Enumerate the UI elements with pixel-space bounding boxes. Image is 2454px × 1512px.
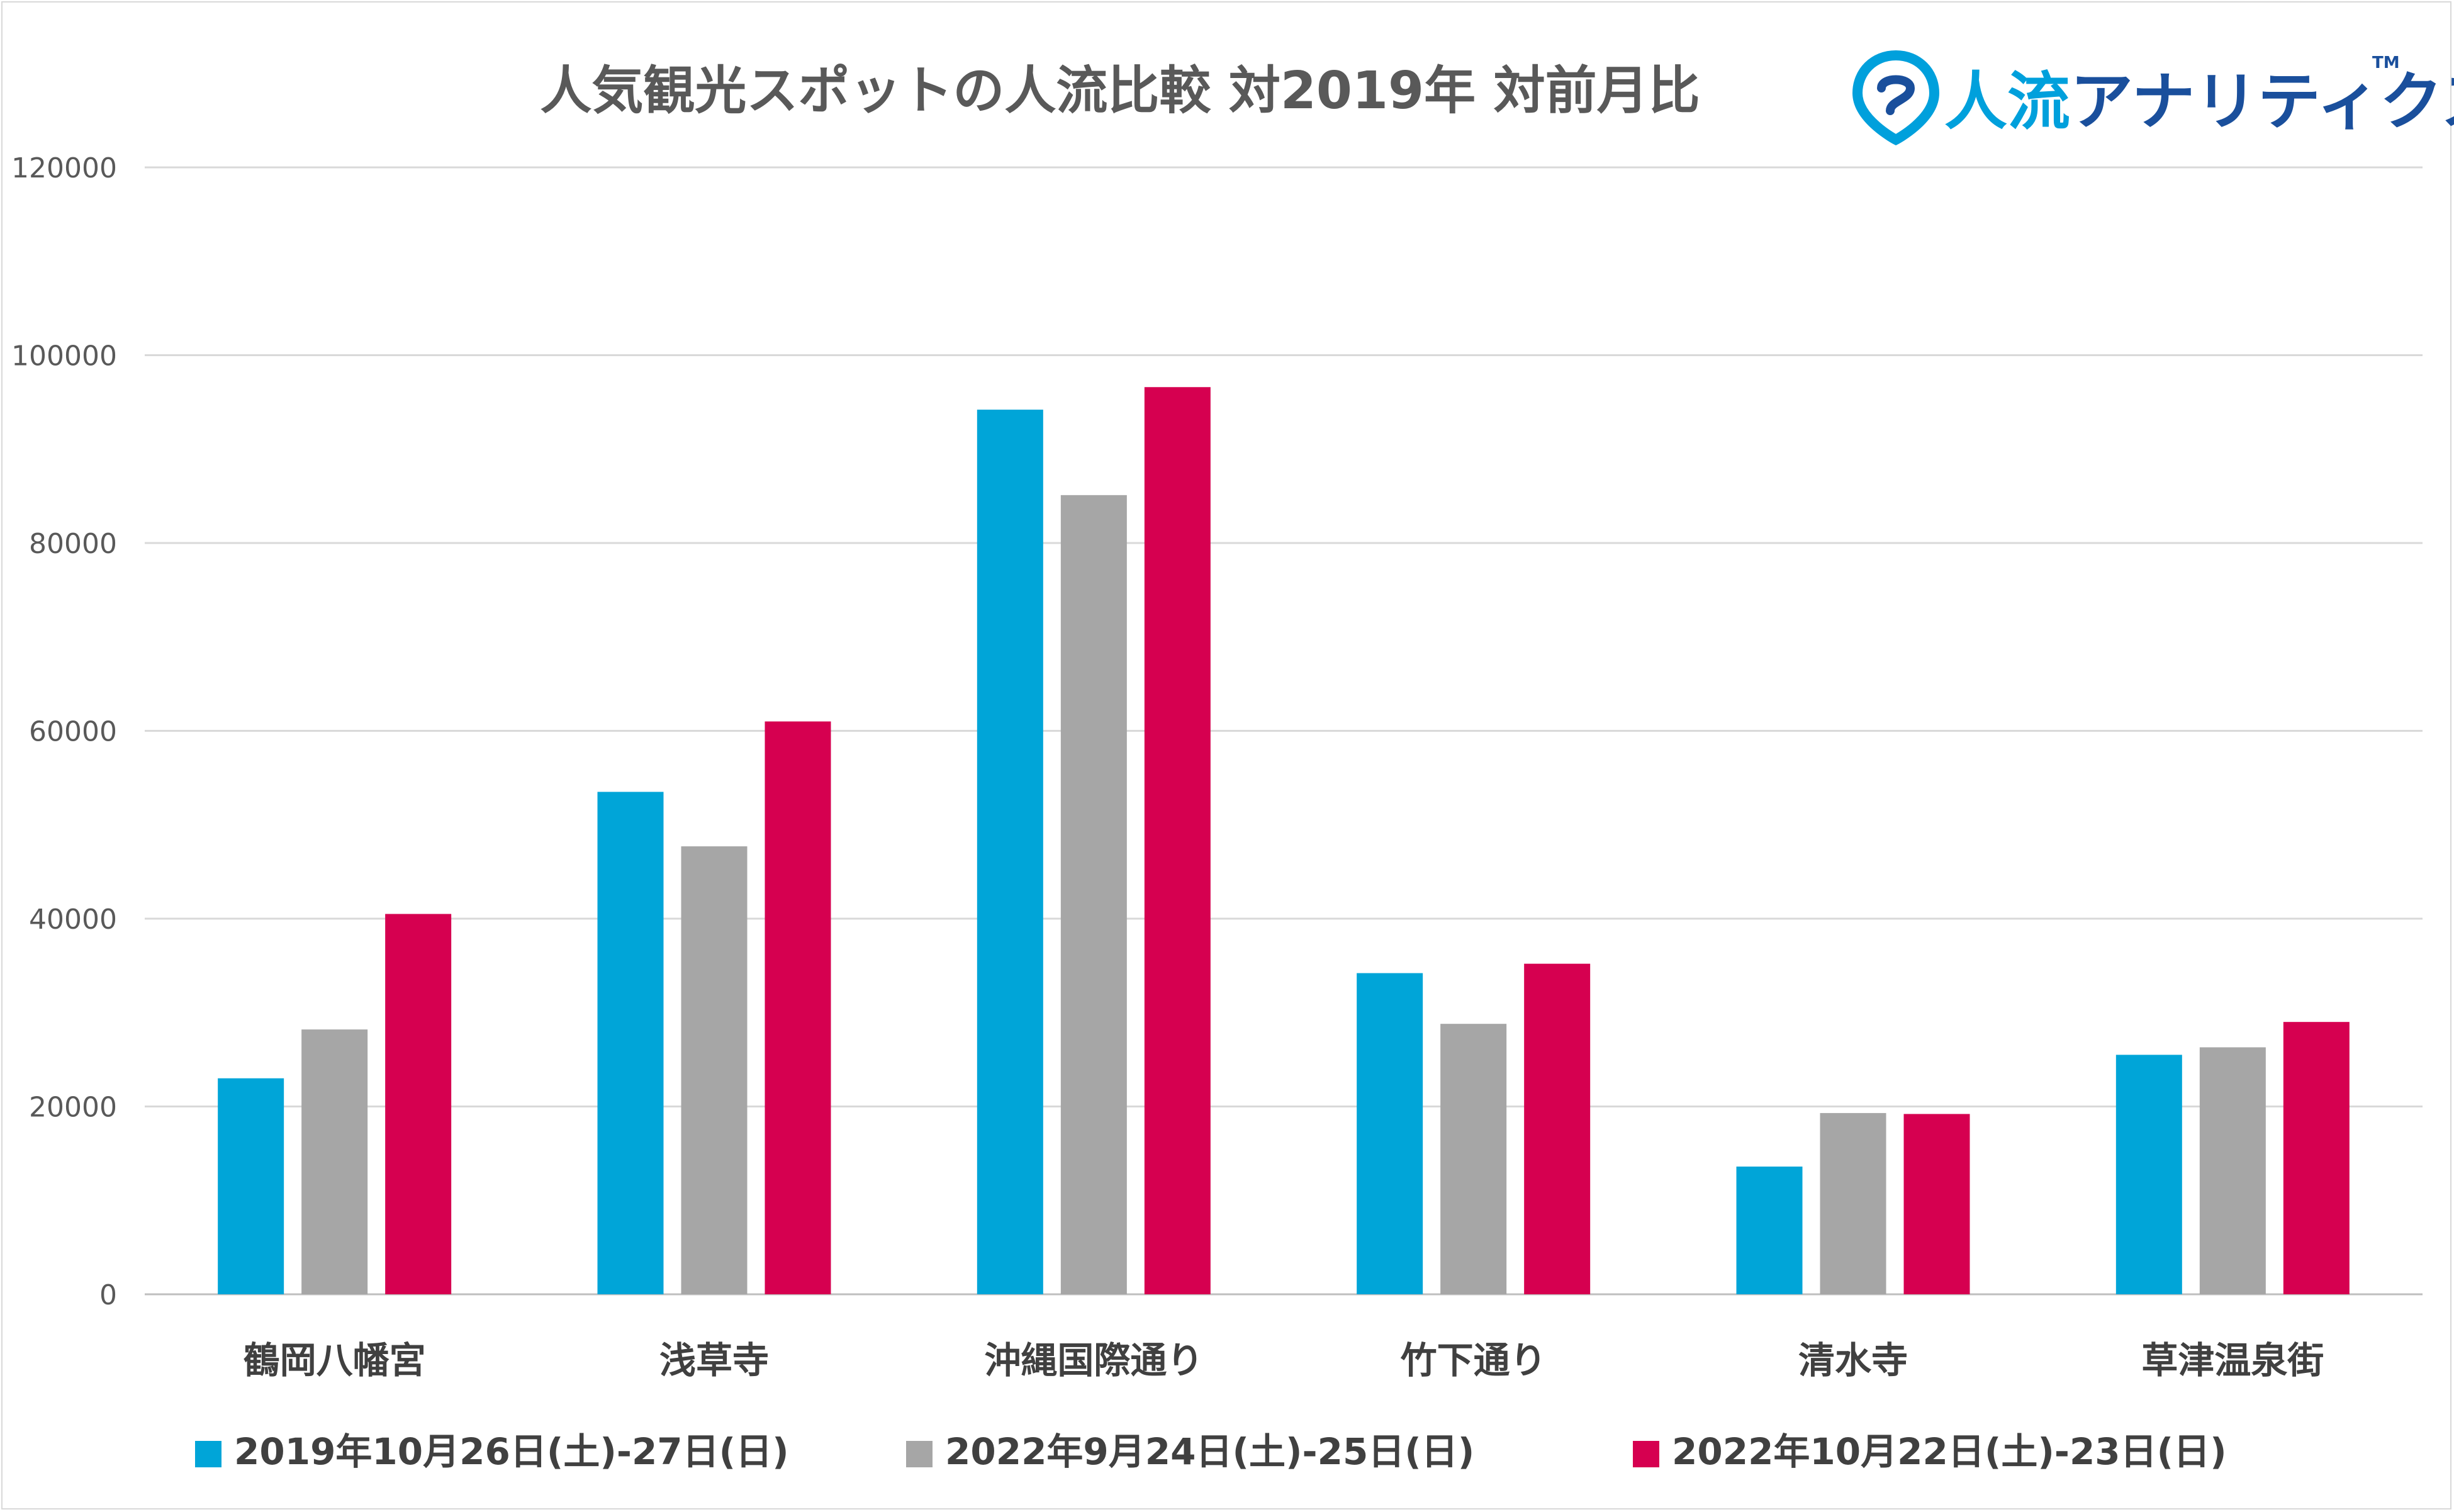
bar <box>1357 973 1423 1294</box>
logo-text: 人流アナリティクス <box>1944 65 2454 138</box>
legend-swatch <box>195 1441 221 1467</box>
bar <box>681 846 748 1294</box>
bar <box>1736 1167 1803 1294</box>
bar <box>977 410 1043 1295</box>
bar <box>2199 1047 2266 1294</box>
bar <box>2283 1022 2350 1294</box>
y-tick-label: 120000 <box>11 152 117 184</box>
legend-swatch <box>906 1441 933 1467</box>
chart-title: 人気観光スポットの人流比較 対2019年 対前月比 <box>540 61 1700 121</box>
legend-swatch <box>1633 1441 1659 1467</box>
legend-label: 2022年10月22日(土)-23日(日) <box>1672 1430 2227 1473</box>
bar <box>1524 963 1591 1294</box>
brand-logo: 人流アナリティクス TM <box>1852 50 2454 146</box>
bar <box>301 1029 368 1294</box>
bar <box>1903 1114 1970 1294</box>
y-tick-label: 40000 <box>29 904 117 936</box>
x-tick-label: 浅草寺 <box>659 1339 769 1382</box>
bar <box>1144 387 1211 1294</box>
x-axis: 鶴岡八幡宮 浅草寺 沖縄国際通り 竹下通り 清水寺 草津温泉街 <box>244 1339 2324 1382</box>
y-axis: 0 20000 40000 60000 80000 100000 120000 <box>11 152 117 1311</box>
bar <box>2115 1055 2182 1294</box>
y-tick-label: 80000 <box>29 528 117 560</box>
x-tick-label: 沖縄国際通り <box>984 1339 1203 1382</box>
x-tick-label: 清水寺 <box>1798 1339 1908 1382</box>
bar <box>385 914 452 1294</box>
x-tick-label: 竹下通り <box>1401 1339 1547 1382</box>
x-tick-label: 鶴岡八幡宮 <box>244 1339 426 1382</box>
gridlines <box>145 166 2423 1296</box>
legend-label: 2019年10月26日(土)-27日(日) <box>234 1430 789 1473</box>
location-pin-icon <box>1852 50 1940 146</box>
logo-trademark: TM <box>2372 53 2400 72</box>
y-tick-label: 20000 <box>29 1092 117 1124</box>
bar <box>1820 1112 1886 1294</box>
bar <box>218 1078 284 1294</box>
bar <box>765 721 831 1294</box>
bar <box>1440 1024 1507 1294</box>
x-tick-label: 草津温泉街 <box>2141 1339 2324 1382</box>
bars <box>218 387 2350 1295</box>
logo-text-secondary: アナリティクス <box>2070 65 2454 138</box>
bar <box>597 792 664 1294</box>
legend: 2019年10月26日(土)-27日(日) 2022年9月24日(土)-25日(日… <box>195 1430 2227 1473</box>
bar <box>1060 495 1127 1294</box>
logo-text-primary: 人流 <box>1944 65 2070 138</box>
y-tick-label: 0 <box>99 1279 117 1311</box>
y-tick-label: 60000 <box>29 716 117 748</box>
legend-label: 2022年9月24日(土)-25日(日) <box>945 1430 1474 1473</box>
y-tick-label: 100000 <box>11 340 117 372</box>
